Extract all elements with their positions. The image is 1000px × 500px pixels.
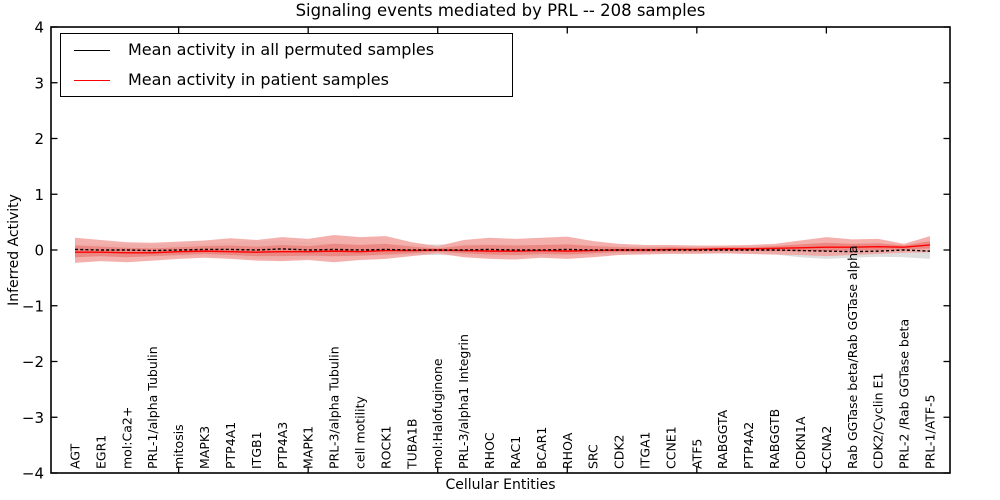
- x-tick-label: RABGGTA: [715, 409, 730, 469]
- x-tick-label: PTP4A1: [223, 422, 238, 469]
- y-tick-label: −1: [22, 297, 44, 315]
- x-tick-label: cell motility: [353, 395, 368, 469]
- y-tick-label: −2: [22, 353, 44, 371]
- legend-entry-patient: Mean activity in patient samples: [61, 69, 512, 91]
- x-tick-label: ATF5: [689, 439, 704, 469]
- y-tick-label: 2: [34, 130, 44, 148]
- y-tick-label: 0: [34, 242, 44, 260]
- chart-title: Signaling events mediated by PRL -- 208 …: [295, 1, 706, 20]
- x-tick-label: Rab GGTase beta/Rab GGTase alpha: [845, 245, 860, 469]
- legend-line-permuted: [74, 49, 110, 51]
- x-tick-label: MAPK1: [301, 426, 316, 469]
- x-tick-label: RHOA: [560, 432, 575, 469]
- line-patient-mean: [75, 244, 931, 254]
- y-tick-label: 3: [34, 74, 44, 92]
- x-tick-label: mitosis: [171, 424, 186, 469]
- y-tick-label: 1: [34, 186, 44, 204]
- x-tick-label: CCNE1: [663, 426, 678, 469]
- legend-line-patient: [74, 79, 110, 81]
- x-axis-label: Cellular Entities: [445, 477, 556, 493]
- x-tick-label: mol:Halofuginone: [430, 358, 445, 469]
- x-tick-label: PRL-1/alpha Tubulin: [145, 346, 160, 469]
- x-tick-label: AGT: [68, 443, 83, 469]
- legend-label-patient: Mean activity in patient samples: [128, 70, 389, 89]
- x-tick-label: PRL-1/ATF-5: [923, 394, 938, 469]
- x-tick-label: PTP4A2: [741, 422, 756, 469]
- y-tick-label: −4: [22, 465, 44, 483]
- x-tick-label: EGR1: [93, 435, 108, 469]
- x-tick-label: CDK2: [612, 434, 627, 469]
- x-tick-label: RABGGTB: [767, 409, 782, 469]
- x-tick-label: CDK2/Cyclin E1: [871, 373, 886, 469]
- x-tick-label: ITGA1: [638, 431, 653, 469]
- x-tick-label: CDKN1A: [793, 416, 808, 469]
- x-tick-label: MAPK3: [197, 426, 212, 469]
- x-tick-label: BCAR1: [534, 427, 549, 469]
- x-tick-label: TUBA1B: [404, 419, 419, 470]
- x-tick-label: RAC1: [508, 436, 523, 469]
- x-tick-label: CCNA2: [819, 426, 834, 469]
- legend-box: Mean activity in all permuted samples Me…: [60, 33, 513, 97]
- x-tick-label: SRC: [586, 444, 601, 469]
- x-tick-label: ITGB1: [249, 431, 264, 469]
- legend-label-permuted: Mean activity in all permuted samples: [128, 40, 435, 59]
- y-tick-label: −3: [22, 409, 44, 427]
- x-tick-label: PTP4A3: [275, 422, 290, 469]
- line-permuted-mean: [74, 248, 931, 253]
- x-tick-label: ROCK1: [378, 426, 393, 469]
- x-tick-label: PRL-2 /Rab GGTase beta: [897, 319, 912, 469]
- x-tick-label: PRL-3/alpha1 Integrin: [456, 334, 471, 469]
- x-tick-label: mol:Ca2+: [119, 407, 134, 469]
- y-tick-label: 4: [34, 19, 44, 37]
- x-tick-label: PRL-3/alpha Tubulin: [327, 346, 342, 469]
- x-tick-label: RHOC: [482, 432, 497, 469]
- legend-entry-permuted: Mean activity in all permuted samples: [61, 39, 512, 61]
